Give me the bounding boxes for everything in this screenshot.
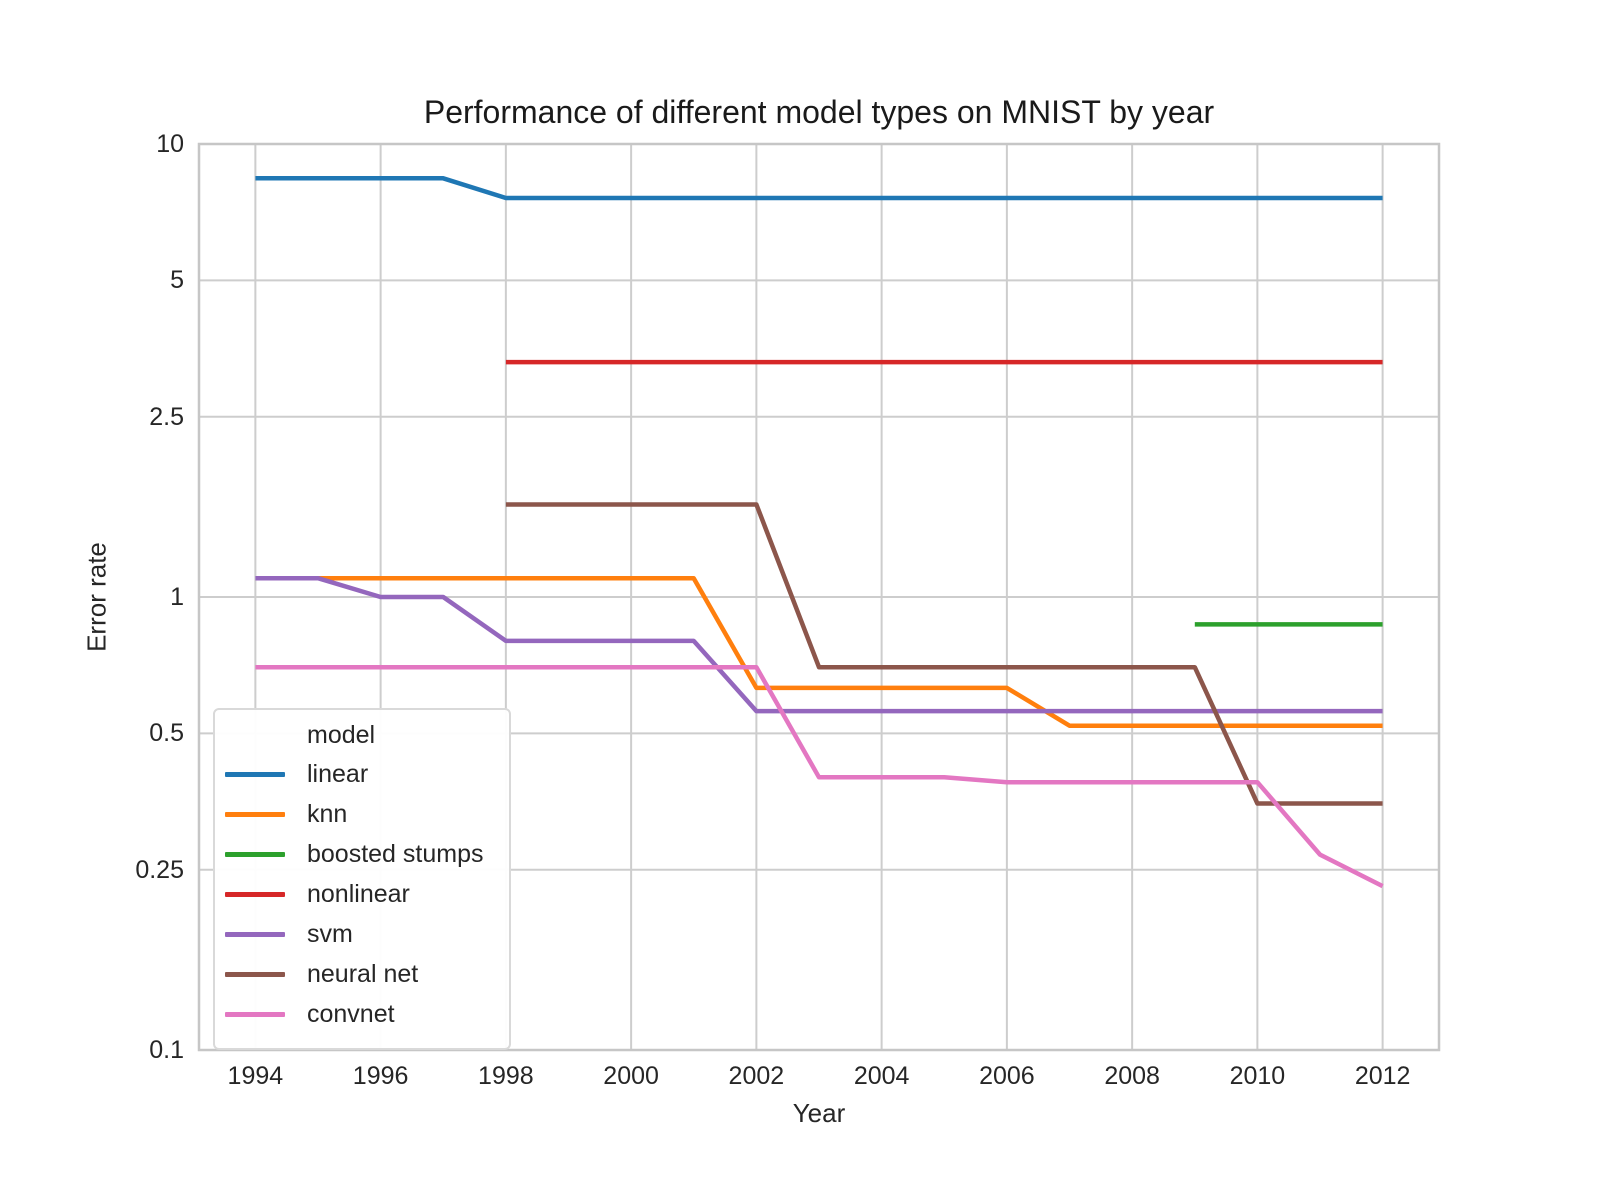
legend-item-linear: linear: [215, 754, 509, 794]
x-tick-label-2004: 2004: [853, 1062, 910, 1090]
x-tick-label-1994: 1994: [227, 1062, 284, 1090]
legend-swatch-svm: [225, 931, 285, 937]
series-line-knn: [318, 575, 1383, 728]
plot-border: [197, 142, 1441, 1052]
legend: model linear knn boosted stumps nonlinear sv…: [213, 708, 511, 1050]
x-tick-label-2006: 2006: [979, 1062, 1035, 1090]
x-tick-label-2002: 2002: [728, 1062, 785, 1090]
x-tick-label-2000: 2000: [603, 1062, 659, 1090]
y-tick-label-1: 1: [170, 583, 184, 611]
series-line-svm: [255, 575, 1383, 714]
legend-item-label: svm: [307, 919, 353, 948]
series-line-neural-net: [505, 502, 1383, 806]
legend-swatch-nonlinear: [225, 891, 285, 897]
legend-item-nonlinear: nonlinear: [215, 874, 509, 914]
y-tick-label-0.25: 0.25: [135, 855, 184, 884]
y-tick-label-0.5: 0.5: [149, 719, 184, 748]
x-tick-label-1998: 1998: [478, 1062, 534, 1090]
x-tick-label-2008: 2008: [1104, 1062, 1160, 1090]
legend-swatch-boosted-stumps: [225, 851, 285, 857]
x-tick-label-2010: 2010: [1229, 1062, 1286, 1090]
legend-item-svm: svm: [215, 914, 509, 954]
legend-item-label: convnet: [307, 999, 395, 1028]
legend-swatch-neural-net: [225, 971, 285, 977]
series-line-linear: [255, 176, 1383, 201]
legend-swatch-knn: [225, 811, 285, 817]
legend-item-label: linear: [307, 759, 369, 788]
legend-item-boosted-stumps: boosted stumps: [215, 834, 509, 874]
x-tick-label-2012: 2012: [1354, 1062, 1411, 1090]
legend-item-label: neural net: [307, 959, 419, 988]
legend-swatch-convnet: [225, 1011, 285, 1017]
y-tick-label-5: 5: [170, 266, 184, 295]
series-line-convnet: [255, 664, 1384, 889]
legend-item-label: boosted stumps: [307, 839, 484, 868]
y-tick-label-2.5: 2.5: [149, 402, 184, 431]
x-tick-label-1996: 1996: [352, 1062, 409, 1090]
legend-item-neural-net: neural net: [215, 954, 509, 994]
legend-swatch-linear: [225, 771, 285, 777]
y-tick-label-0.1: 0.1: [149, 1036, 184, 1064]
legend-item-label: nonlinear: [307, 879, 410, 908]
legend-item-convnet: convnet: [215, 994, 509, 1034]
legend-item-knn: knn: [215, 794, 509, 834]
legend-title: model: [307, 721, 376, 749]
y-tick-label-10: 10: [156, 130, 184, 158]
x-axis-label: Year: [792, 1098, 846, 1128]
legend-item-label: knn: [307, 799, 348, 828]
legend-items: linear knn boosted stumps nonlinear svm neura…: [215, 754, 509, 1034]
chart-title: Performance of different model types on …: [423, 94, 1215, 130]
